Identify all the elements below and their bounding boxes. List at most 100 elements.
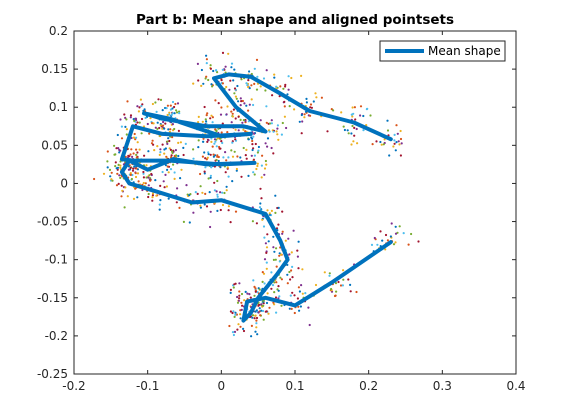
pointset-point	[359, 114, 362, 117]
pointset-point	[256, 291, 259, 294]
pointset-point	[205, 114, 208, 117]
pointset-point	[395, 124, 398, 127]
pointset-point	[144, 182, 147, 185]
pointset-point	[264, 159, 267, 163]
pointset-point	[171, 112, 174, 115]
pointset-point	[263, 236, 266, 239]
pointset-point	[274, 258, 277, 261]
pointset-point	[239, 313, 242, 316]
pointset-point	[221, 203, 225, 207]
y-tick-label: -0.05	[37, 215, 68, 229]
pointset-point	[236, 295, 239, 299]
pointset-point	[300, 132, 303, 135]
pointset-point	[384, 248, 387, 251]
pointset-point	[393, 142, 396, 145]
pointset-point	[231, 115, 234, 118]
pointset-point	[239, 104, 242, 107]
pointset-point	[252, 171, 255, 174]
pointset-point	[150, 172, 153, 176]
pointset-point	[342, 125, 345, 128]
pointset-point	[129, 153, 132, 156]
pointset-point	[333, 294, 337, 298]
pointset-point	[151, 139, 154, 142]
pointset-point	[159, 184, 162, 187]
pointset-point	[129, 114, 133, 117]
pointset-point	[205, 75, 208, 78]
pointset-point	[237, 299, 240, 302]
pointset-point	[251, 148, 254, 152]
pointset-point	[110, 171, 113, 174]
pointset-point	[227, 52, 230, 55]
pointset-point	[167, 137, 170, 140]
pointset-point	[159, 199, 162, 202]
pointset-point	[237, 100, 240, 103]
pointset-point	[168, 147, 171, 150]
pointset-point	[275, 281, 278, 284]
pointset-point	[276, 133, 279, 136]
pointset-point	[93, 177, 96, 181]
pointset-point	[274, 211, 277, 214]
pointset-point	[205, 205, 209, 208]
pointset-point	[156, 145, 159, 148]
pointset-point	[278, 254, 281, 257]
pointset-point	[214, 140, 217, 143]
pointset-point	[266, 145, 269, 148]
pointset-point	[226, 105, 229, 108]
pointset-point	[166, 104, 169, 107]
pointset-point	[156, 127, 159, 130]
pointset-point	[225, 113, 228, 116]
pointset-point	[108, 168, 112, 171]
pointset-point	[291, 265, 294, 268]
pointset-point	[299, 305, 302, 308]
pointset-point	[229, 288, 232, 291]
pointset-point	[382, 143, 385, 146]
pointset-point	[230, 149, 233, 152]
y-tick-label: 0.1	[49, 100, 68, 114]
pointset-point	[309, 106, 312, 109]
pointset-point	[250, 335, 253, 338]
pointset-point	[205, 120, 208, 123]
x-tick-label: 0.3	[433, 379, 452, 393]
pointset-point	[197, 139, 200, 142]
pointset-point	[154, 126, 157, 129]
pointset-point	[253, 154, 256, 157]
pointset-point	[163, 127, 166, 130]
pointset-point	[342, 269, 345, 272]
pointset-point	[266, 137, 270, 140]
pointset-point	[371, 143, 374, 146]
pointset-point	[275, 311, 278, 314]
pointset-point	[161, 127, 164, 130]
pointset-point	[125, 128, 128, 131]
pointset-point	[170, 154, 173, 157]
pointset-point	[390, 222, 393, 225]
pointset-point	[334, 282, 338, 285]
pointset-point	[283, 105, 286, 108]
pointset-point	[270, 287, 273, 290]
pointset-point	[242, 327, 245, 330]
pointset-point	[126, 195, 129, 198]
pointset-point	[233, 92, 236, 95]
pointset-point	[285, 126, 288, 130]
pointset-point	[219, 191, 222, 194]
pointset-point	[201, 191, 204, 194]
pointset-point	[207, 78, 210, 82]
pointset-point	[212, 69, 215, 73]
pointset-point	[310, 106, 313, 109]
x-tick-label: 0.4	[506, 379, 525, 393]
pointset-point	[253, 294, 256, 297]
pointset-point	[284, 239, 287, 242]
pointset-point	[280, 304, 283, 307]
pointset-point	[231, 141, 234, 144]
pointset-point	[133, 132, 136, 136]
pointset-point	[200, 84, 203, 87]
pointset-point	[239, 317, 242, 320]
pointset-point	[121, 189, 124, 192]
pointset-point	[136, 121, 139, 124]
pointset-point	[132, 152, 135, 155]
pointset-point	[238, 290, 241, 293]
pointset-point	[178, 112, 181, 115]
pointset-point	[134, 175, 138, 179]
pointset-point	[134, 187, 137, 190]
pointset-point	[258, 307, 261, 310]
pointset-point	[277, 285, 280, 288]
